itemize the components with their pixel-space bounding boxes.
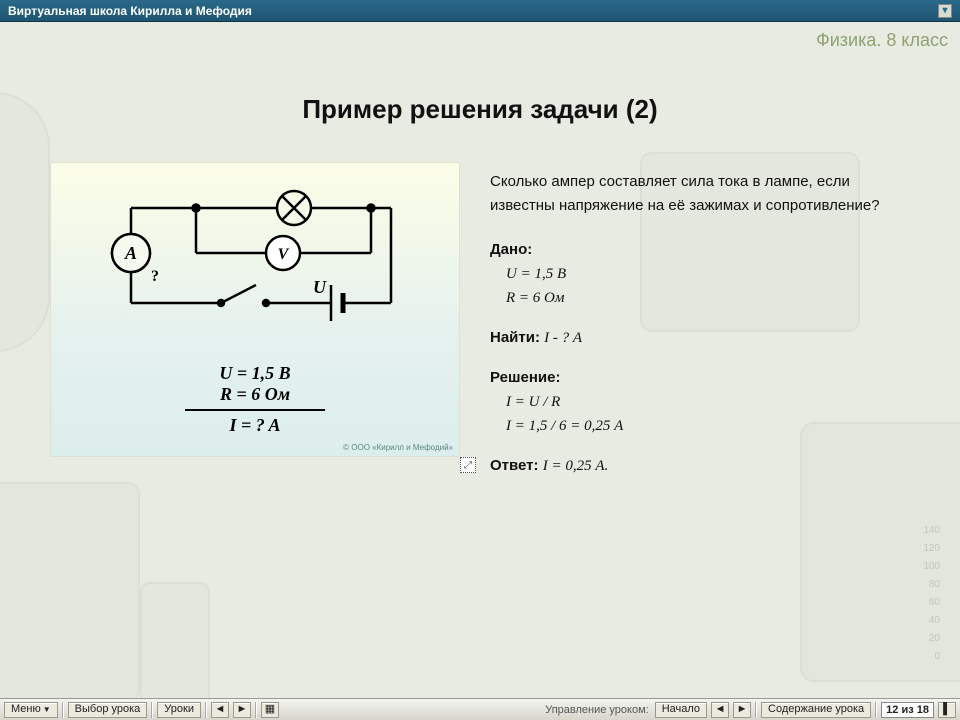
choose-lesson-button[interactable]: Выбор урока	[68, 702, 148, 718]
find-block: Найти: I - ? А	[490, 326, 910, 350]
given-block: Дано: U = 1,5 В R = 6 Ом	[490, 238, 910, 310]
toolbar-separator	[62, 702, 64, 718]
solution-text: Сколько ампер составляет сила тока в лам…	[490, 170, 910, 494]
minimize-button[interactable]: ▾	[938, 4, 952, 18]
contents-button[interactable]: Содержание урока	[761, 702, 871, 718]
menu-button[interactable]: Меню▼	[4, 702, 58, 718]
next-page-button[interactable]: ►	[233, 702, 251, 718]
bg-decoration	[0, 482, 140, 698]
chevron-down-icon: ▼	[43, 703, 51, 716]
lessons-button[interactable]: Уроки	[157, 702, 201, 718]
bg-decoration	[0, 92, 50, 352]
last-page-button[interactable]: ▌	[938, 702, 956, 718]
toolbar-separator	[205, 702, 207, 718]
eq-divider	[185, 409, 325, 411]
page-title: Пример решения задачи (2)	[0, 94, 960, 125]
bg-decoration	[140, 582, 210, 698]
lesson-mgmt-label: Управление уроком:	[543, 704, 651, 716]
given-line-1: U = 1,5 В	[506, 266, 566, 282]
answer-block: Ответ: I = 0,25 А.	[490, 454, 910, 478]
voltage-u-label: U	[313, 277, 327, 297]
prev-page-button[interactable]: ◄	[211, 702, 229, 718]
figure-copyright: © ООО «Кирилл и Мефодий»	[343, 443, 453, 452]
rewind-button[interactable]: ◄	[711, 702, 729, 718]
subject-label: Физика. 8 класс	[816, 30, 948, 51]
solve-label: Решение:	[490, 366, 910, 390]
grid-button[interactable]: ▦	[261, 702, 279, 718]
find-label: Найти:	[490, 329, 540, 346]
solve-block: Решение: I = U / R I = 1,5 / 6 = 0,25 А	[490, 366, 910, 438]
page-counter: 12 из 18	[881, 702, 934, 718]
circuit-figure: A V ? U U = 1,5 В R = 6 Ом I = ? A © ООО…	[50, 162, 460, 457]
solve-line-2: I = 1,5 / 6 = 0,25 А	[506, 418, 623, 434]
window-title: Виртуальная школа Кирилла и Мефодия	[8, 4, 252, 18]
bottom-toolbar: Меню▼ Выбор урока Уроки ◄ ► ▦ Управление…	[0, 698, 960, 720]
eq-voltage: U = 1,5 В	[51, 363, 459, 384]
circuit-diagram: A V ? U	[51, 163, 461, 363]
expand-icon[interactable]: ⤢	[460, 457, 476, 473]
find-value: I - ? А	[544, 330, 582, 346]
eq-resistance: R = 6 Ом	[51, 384, 459, 405]
given-line-2: R = 6 Ом	[506, 290, 564, 306]
given-label: Дано:	[490, 238, 910, 262]
toolbar-separator	[151, 702, 153, 718]
eq-current: I = ? A	[51, 415, 459, 436]
figure-equations: U = 1,5 В R = 6 Ом I = ? A	[51, 363, 459, 436]
bg-scale: 14012010080 6040200	[923, 522, 940, 666]
toolbar-separator	[755, 702, 757, 718]
forward-button[interactable]: ►	[733, 702, 751, 718]
toolbar-separator	[255, 702, 257, 718]
toolbar-separator	[875, 702, 877, 718]
voltmeter-label: V	[278, 246, 290, 263]
question-mark: ?	[151, 268, 159, 285]
title-bar: Виртуальная школа Кирилла и Мефодия ▾	[0, 0, 960, 22]
problem-question: Сколько ампер составляет сила тока в лам…	[490, 170, 910, 218]
ammeter-label: A	[124, 243, 137, 263]
content-area: 14012010080 6040200 Физика. 8 класс Прим…	[0, 22, 960, 698]
answer-label: Ответ:	[490, 457, 539, 474]
start-button[interactable]: Начало	[655, 702, 707, 718]
solve-line-1: I = U / R	[506, 394, 560, 410]
answer-value: I = 0,25 А.	[543, 458, 609, 474]
